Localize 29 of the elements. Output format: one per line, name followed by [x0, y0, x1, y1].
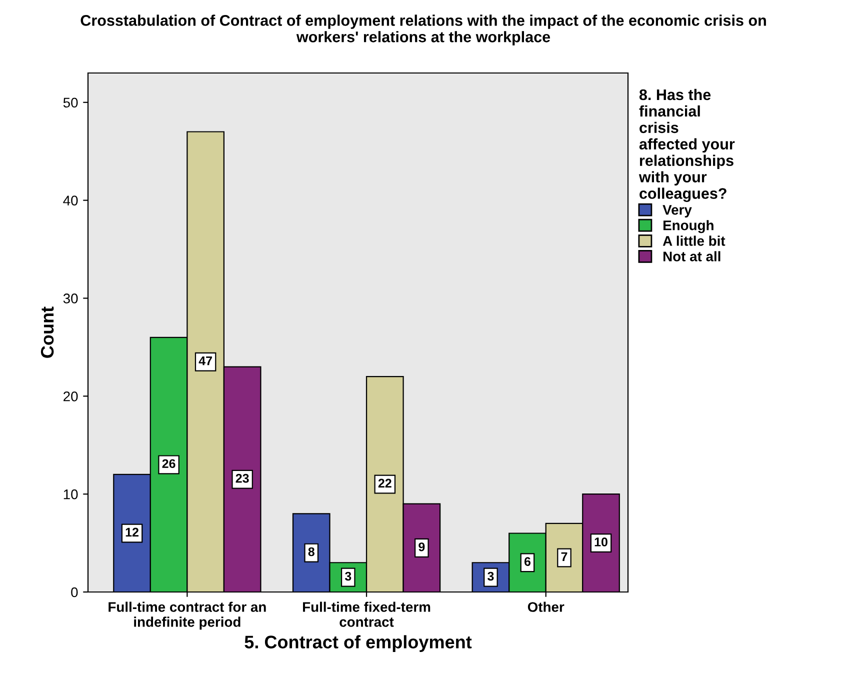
- y-axis-title: Count: [40, 306, 54, 358]
- y-tick-label: 20: [64, 391, 78, 402]
- y-tick-label: 50: [63, 98, 78, 108]
- legend-title: 8. Has the financial crisis affected your relationships with your colleagues?: [638, 88, 735, 202]
- data-label: 10: [594, 538, 608, 546]
- data-label: 8: [308, 547, 314, 556]
- y-tick-label: 40: [63, 196, 78, 206]
- data-label: 3: [344, 572, 352, 581]
- data-label: 3: [488, 572, 494, 581]
- data-label: 9: [418, 542, 425, 552]
- y-tick-label: 30: [63, 294, 78, 304]
- x-axis-title: 5. Contract of employment: [244, 635, 472, 652]
- x-tick-label: Full-time fixed-term contract: [303, 602, 430, 627]
- x-tick-label: Other: [528, 602, 564, 612]
- data-label: 12: [126, 528, 138, 536]
- y-tick-label: 0: [71, 587, 78, 598]
- x-tick-label: Full-time contract for an indefinite period: [108, 602, 266, 630]
- data-label: 47: [198, 356, 212, 366]
- y-tick-label: 10: [64, 489, 78, 500]
- data-label: 23: [236, 474, 249, 483]
- data-label: 7: [561, 552, 568, 561]
- chart-title: Crosstabulation of Contract of employment relations with the impact of the economic crisis on workers' relations at the workplace: [80, 14, 766, 46]
- legend-label: Very: [662, 205, 692, 218]
- data-label: 26: [162, 459, 176, 468]
- legend-label: A little bit: [662, 236, 726, 246]
- data-label: 6: [524, 557, 531, 566]
- legend-label: Not at all: [663, 251, 720, 262]
- legend-label: Enough: [663, 220, 714, 234]
- data-label: 22: [378, 478, 392, 488]
